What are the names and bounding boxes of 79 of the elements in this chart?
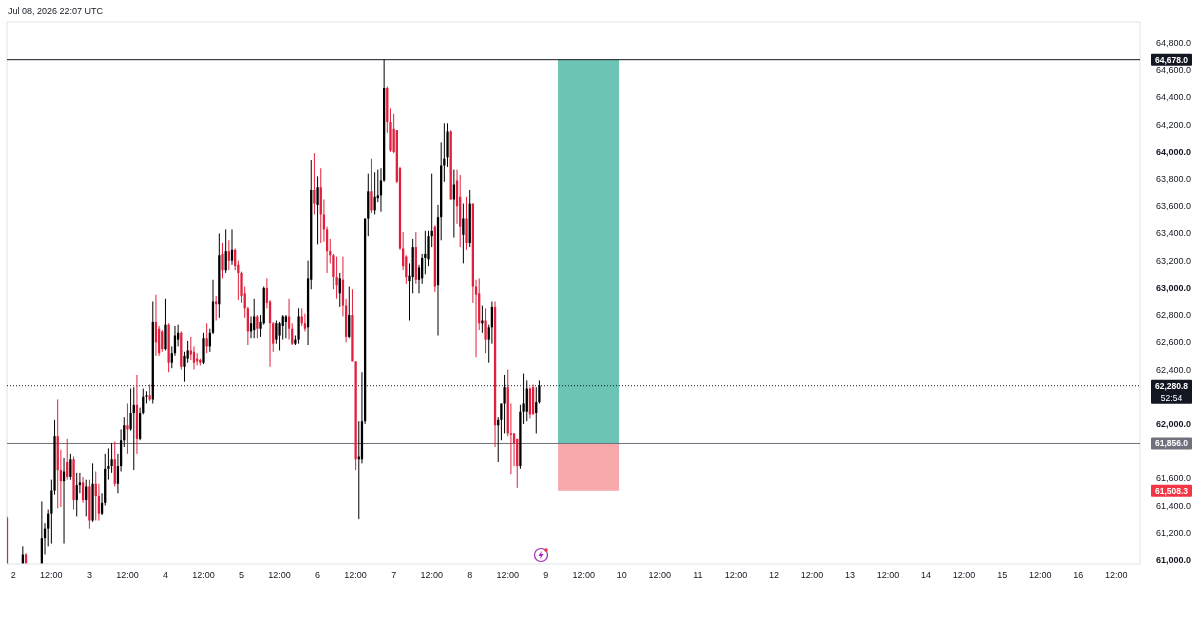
y-tick-label: 64,400.0 [1156,92,1192,103]
x-tick-label: 12:00 [344,570,367,580]
candlestick [85,479,88,517]
x-tick-label: 14 [921,570,932,580]
x-tick-label: 9 [543,570,549,580]
x-tick-label: 5 [239,570,245,580]
candlestick [287,298,291,341]
x-tick-label: 12:00 [496,570,519,580]
y-tick-label: 63,600.0 [1156,201,1192,212]
x-tick-label: 6 [315,570,321,580]
y-tick-label: 62,000.0 [1156,418,1192,429]
ref-line-label: 64,678.0 [1154,54,1189,65]
y-tick-label: 63,200.0 [1156,255,1192,266]
y-tick-label: 63,400.0 [1156,228,1192,239]
x-tick-label: 7 [391,570,397,580]
candlestick [281,314,284,341]
text: Jul 08, 2026 22:07 UTC [8,6,104,16]
x-tick-label: 12:00 [192,570,215,580]
y-tick-label: 61,600.0 [1156,473,1192,484]
y-tick-label: 62,400.0 [1156,364,1192,375]
x-tick-label: 12:00 [116,570,139,580]
x-tick-label: 16 [1073,570,1084,580]
candlestick [316,175,319,245]
x-tick-label: 12:00 [1104,570,1128,580]
candlestick [335,256,338,300]
candlestick [221,242,224,279]
x-tick-label: 11 [693,570,703,580]
candlestick [161,329,164,353]
text: 61,508.3 [1154,485,1189,496]
x-tick-label: 12:00 [800,570,824,580]
y-tick-label: 64,800.0 [1156,38,1192,49]
y-tick-label: 63,000.0 [1156,282,1192,293]
candlestick [481,305,484,334]
y-tick-label: 64,200.0 [1156,119,1192,130]
x-tick-label: 12 [768,570,779,580]
candlestick [284,314,288,339]
x-tick-label: 12:00 [724,570,748,580]
ref-line-label: 62,280.8 [1154,380,1189,391]
x-tick-label: 12:00 [952,570,976,580]
candlestick [484,307,487,354]
x-tick-label: 13 [845,570,856,580]
x-tick-label: 12:00 [1028,570,1052,580]
y-tick-label: 64,600.0 [1156,65,1192,76]
x-tick-label: 2 [10,570,16,580]
candlestick [373,171,376,215]
x-tick-label: 12:00 [572,570,596,580]
x-tick-label: 12:00 [420,570,443,580]
x-tick-label: 12:00 [40,570,63,580]
candlestick [69,453,72,481]
x-tick-label: 10 [616,570,627,580]
y-tick-label: 62,800.0 [1156,310,1192,321]
y-tick-label: 61,400.0 [1156,500,1192,511]
y-tick-label: 61,200.0 [1156,527,1192,538]
y-tick-label: 64,000.0 [1156,146,1192,157]
candlestick [503,374,506,434]
x-tick-label: 8 [467,570,473,580]
candlestick [462,203,465,264]
candlestick [313,152,316,215]
candlestick [227,239,230,271]
candlestick [370,158,373,214]
candlestick [126,403,129,455]
x-tick-label: 12:00 [648,570,672,580]
x-tick-label: 15 [997,570,1008,580]
y-tick-label: 63,800.0 [1156,174,1192,185]
ref-line-label: 61,856.0 [1154,438,1189,449]
x-tick-label: 12:00 [876,570,900,580]
candlestick [97,483,101,521]
candlestick [303,313,307,332]
text: 52:54 [1160,392,1183,403]
candlestick [253,298,256,339]
x-tick-label: 3 [86,570,92,580]
x-tick-label: 12:00 [268,570,291,580]
candlestick [256,314,259,339]
y-tick-label: 61,000.0 [1156,554,1192,565]
candlestick [81,476,85,504]
y-tick-label: 62,600.0 [1156,337,1192,348]
candlestick [186,340,189,364]
x-tick-label: 4 [162,570,168,580]
candlestick [297,307,300,345]
